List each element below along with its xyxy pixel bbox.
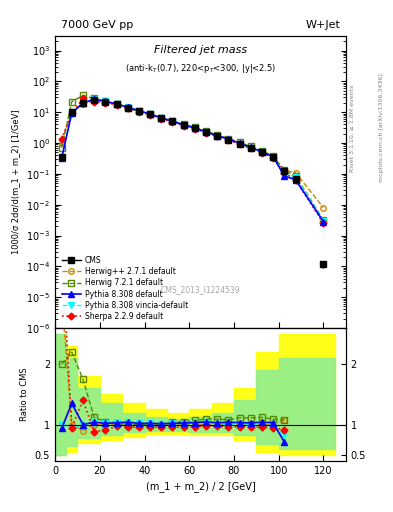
Text: Filtered jet mass: Filtered jet mass <box>154 45 247 55</box>
Y-axis label: Ratio to CMS: Ratio to CMS <box>20 368 29 421</box>
Text: Rivet 3.1.10, ≥ 1.8M events: Rivet 3.1.10, ≥ 1.8M events <box>350 84 355 172</box>
Text: mcplots.cern.ch [arXiv:1306.3436]: mcplots.cern.ch [arXiv:1306.3436] <box>379 74 384 182</box>
Text: 7000 GeV pp: 7000 GeV pp <box>61 20 133 30</box>
Y-axis label: 1000/σ 2dσ/d(m_1 + m_2) [1/GeV]: 1000/σ 2dσ/d(m_1 + m_2) [1/GeV] <box>11 110 20 254</box>
Text: CMS_2013_I1224539: CMS_2013_I1224539 <box>161 286 240 294</box>
Legend: CMS, Herwig++ 2.7.1 default, Herwig 7.2.1 default, Pythia 8.308 default, Pythia : CMS, Herwig++ 2.7.1 default, Herwig 7.2.… <box>59 252 191 324</box>
Text: (anti-k$_\mathrm{T}$(0.7), 220<p$_\mathrm{T}$<300, |y|<2.5): (anti-k$_\mathrm{T}$(0.7), 220<p$_\mathr… <box>125 62 276 75</box>
Text: W+Jet: W+Jet <box>305 20 340 30</box>
X-axis label: (m_1 + m_2) / 2 [GeV]: (m_1 + m_2) / 2 [GeV] <box>145 481 255 492</box>
